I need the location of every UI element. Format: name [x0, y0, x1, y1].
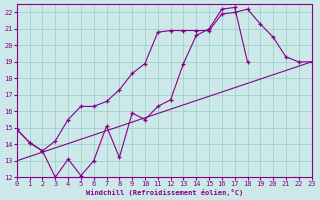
X-axis label: Windchill (Refroidissement éolien,°C): Windchill (Refroidissement éolien,°C) — [85, 189, 243, 196]
